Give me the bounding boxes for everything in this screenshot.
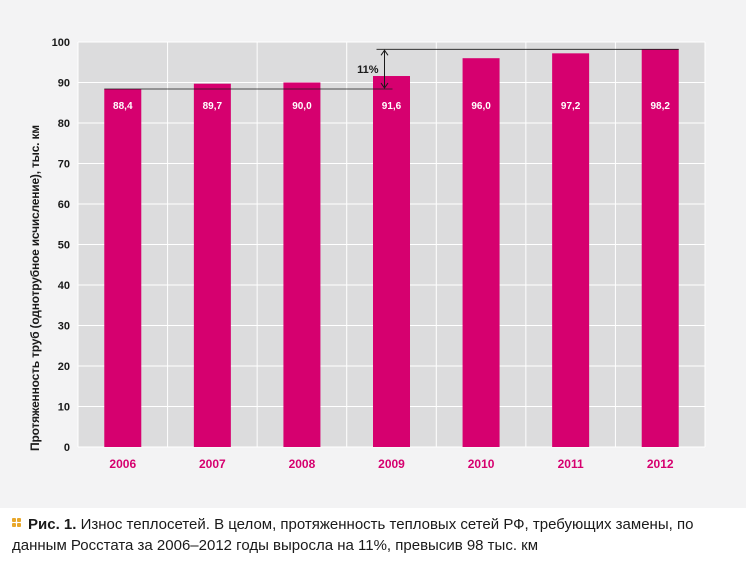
caption-text: Износ теплосетей. В целом, протяженность… [12,516,694,554]
y-tick-label: 80 [58,118,70,130]
x-tick-label: 2006 [109,457,136,471]
y-axis-label: Протяженность труб (однотрубное исчислен… [28,125,42,451]
bar-chart: 0 10 20 30 40 50 60 70 80 90 100 88,4 2006 89,7 2007 90… [52,37,706,471]
x-tick-label: 2012 [647,457,674,471]
bar [283,82,321,447]
bar-value-label: 98,2 [650,101,670,112]
x-tick-label: 2011 [558,457,584,471]
y-tick-label: 40 [58,280,70,292]
y-tick-label: 60 [58,199,70,211]
y-tick-label: 10 [58,402,70,414]
y-tick-label: 30 [58,321,70,333]
bar [373,76,410,448]
y-tick-label: 0 [64,442,70,454]
y-tick-label: 20 [58,361,70,373]
caption-figure-label: Рис. 1. [28,516,77,533]
annotation-arrow-down-icon [380,82,389,89]
x-tick-label: 2008 [289,457,316,471]
bar [552,53,590,448]
bar-value-label: 88,4 [113,101,133,112]
bar-value-label: 90,0 [292,101,312,112]
bar [462,58,500,447]
bar [104,88,142,447]
caption-marker-icon [12,518,22,528]
x-tick-label: 2007 [199,457,226,471]
annotation-label: 11% [357,64,379,76]
annotation-arrow-up-icon [380,49,389,56]
y-tick-label: 70 [58,159,70,171]
y-tick-label: 100 [52,37,70,49]
figure-caption: Рис. 1. Износ теплосетей. В целом, протя… [12,514,742,556]
x-tick-label: 2009 [378,457,405,471]
bar-value-label: 97,2 [561,101,581,112]
y-tick-label: 90 [58,78,70,90]
bar [641,49,679,447]
y-tick-label: 50 [58,240,70,252]
bar-value-label: 91,6 [382,101,402,112]
x-tick-label: 2010 [468,457,495,471]
bar-value-label: 96,0 [471,101,491,112]
bar-value-label: 89,7 [203,101,223,112]
bar [193,83,231,447]
